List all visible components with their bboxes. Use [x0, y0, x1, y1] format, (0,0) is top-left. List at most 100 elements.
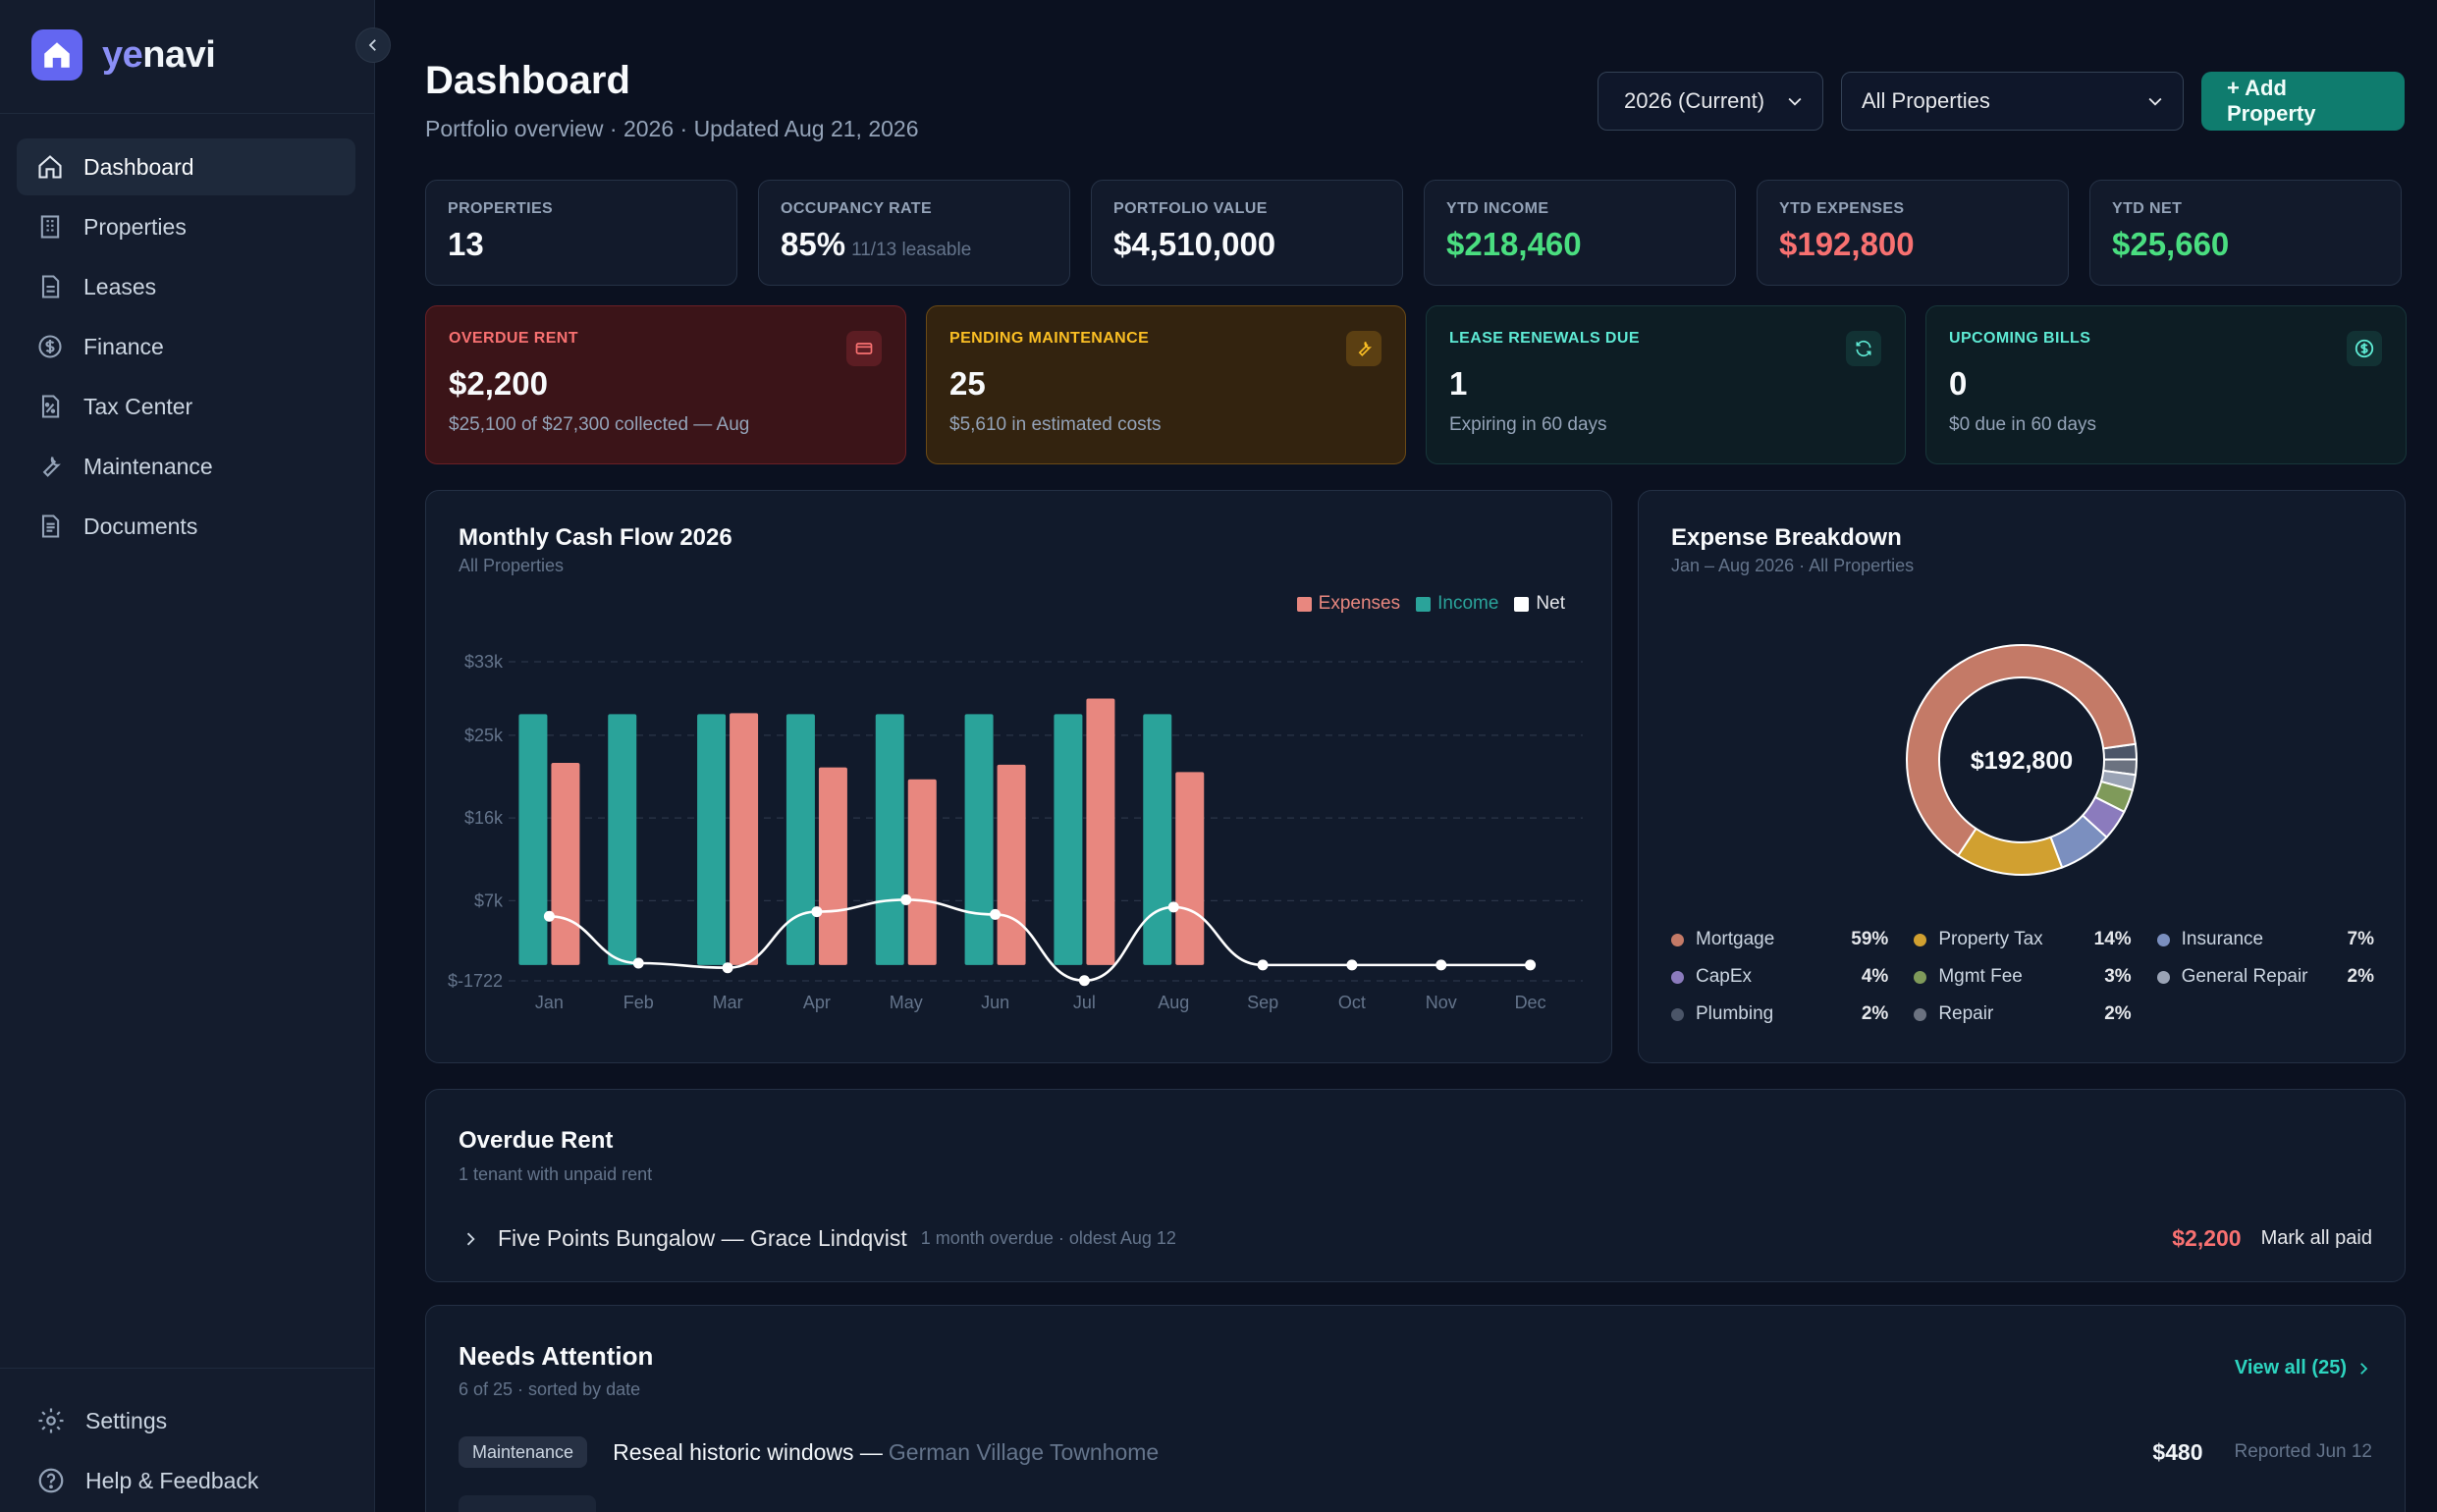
x-tick-label: May [890, 993, 923, 1012]
expense-breakdown-card: Expense Breakdown Jan – Aug 2026 · All P… [1638, 490, 2406, 1063]
chevron-down-icon [1788, 97, 1802, 106]
sidebar-divider [0, 1368, 374, 1369]
stat-label: PROPERTIES [448, 200, 554, 217]
year-select-value: 2026 (Current) [1624, 88, 1765, 113]
legend-dot [2156, 933, 2170, 946]
legend-item-income[interactable]: Income [1416, 593, 1498, 615]
alert-card-overdue-rent[interactable]: OVERDUE RENT $2,200 $25,100 of $27,300 c… [425, 305, 906, 464]
tag-partial [459, 1495, 596, 1512]
y-tick-label: $7k [474, 891, 504, 910]
income-bar [697, 714, 727, 965]
net-point [1346, 959, 1358, 971]
y-tick-label: $33k [464, 652, 504, 672]
expense-legend: Mortgage 59% Property Tax 14% Insurance 7% … [1671, 929, 2374, 1025]
dollar-circle-icon [2347, 331, 2382, 366]
legend-item-net[interactable]: Net [1514, 593, 1565, 615]
alert-card-pending-maintenance[interactable]: PENDING MAINTENANCE 25 $5,610 in estimat… [926, 305, 1406, 464]
dollar-circle-icon [38, 335, 62, 358]
alert-value: $2,200 [449, 365, 548, 402]
stat-card-ytd-income[interactable]: YTD INCOME $218,460 [1424, 180, 1736, 286]
overdue-title: Overdue Rent [459, 1127, 614, 1154]
sidebar-item-documents[interactable]: Documents [17, 498, 355, 555]
net-point [632, 957, 644, 969]
income-bar [1054, 714, 1083, 965]
legend-dot [1671, 970, 1684, 984]
cashflow-legend: Expenses Income Net [1296, 593, 1565, 615]
net-point [1525, 959, 1537, 971]
sidebar-item-leases[interactable]: Leases [17, 258, 355, 315]
mark-all-paid-button[interactable]: Mark all paid [2260, 1227, 2372, 1249]
expense-bar [818, 767, 847, 965]
x-tick-label: Feb [623, 993, 654, 1012]
sidebar-item-dashboard[interactable]: Dashboard [17, 138, 355, 195]
needs-attention-card: Needs Attention 6 of 25 · sorted by date… [425, 1305, 2406, 1512]
attention-row[interactable]: Maintenance Reseal historic windows — Ge… [459, 1436, 2372, 1468]
stat-card-portfolio-value[interactable]: PORTFOLIO VALUE $4,510,000 [1091, 180, 1403, 286]
legend-dot [1671, 1007, 1684, 1021]
attention-item-amount: $480 [2152, 1438, 2203, 1465]
page-title: Dashboard [425, 59, 630, 102]
view-all-link[interactable]: View all (25) [2235, 1357, 2372, 1379]
donut-slice-property-tax[interactable] [1956, 827, 2064, 876]
collapse-sidebar-button[interactable] [355, 27, 391, 63]
income-bar [964, 714, 994, 965]
legend-name: Mortgage [1696, 929, 1775, 949]
y-tick-label: $25k [464, 726, 504, 745]
sidebar-item-help[interactable]: Help & Feedback [17, 1452, 355, 1509]
legend-pct: 2% [1861, 1003, 1889, 1024]
stat-card-occupancy[interactable]: OCCUPANCY RATE 85% 11/13 leasable [758, 180, 1070, 286]
sidebar-nav: Dashboard Properties Leases Finance Tax … [17, 138, 355, 558]
credit-card-icon [846, 331, 882, 366]
stat-card-properties[interactable]: PROPERTIES 13 [425, 180, 737, 286]
property-select[interactable]: All Properties [1841, 72, 2184, 131]
alert-row: OVERDUE RENT $2,200 $25,100 of $27,300 c… [425, 305, 2407, 464]
sidebar-item-tax-center[interactable]: Tax Center [17, 378, 355, 435]
expense-bar [730, 713, 759, 965]
sidebar-item-properties[interactable]: Properties [17, 198, 355, 255]
attention-row-partial[interactable] [459, 1495, 2372, 1512]
expense-legend-item: Repair 2% [1914, 1003, 2132, 1025]
net-point [1167, 901, 1179, 913]
alert-label: LEASE RENEWALS DUE [1449, 330, 1640, 347]
sidebar-item-finance[interactable]: Finance [17, 318, 355, 375]
stat-label: YTD EXPENSES [1779, 200, 1905, 217]
alert-value: 1 [1449, 365, 1468, 402]
sidebar-item-settings[interactable]: Settings [17, 1392, 355, 1449]
chevron-right-icon[interactable] [460, 1229, 480, 1249]
file-icon [41, 275, 60, 298]
stat-value: $25,660 [2112, 226, 2230, 262]
add-property-button[interactable]: + Add Property [2201, 72, 2405, 131]
legend-swatch [1514, 596, 1530, 612]
alert-value: 25 [949, 365, 986, 402]
stat-value: 85% [781, 226, 846, 262]
attention-title: Needs Attention [459, 1341, 654, 1371]
sidebar-item-label: Dashboard [83, 153, 194, 180]
legend-name: Property Tax [1938, 929, 2043, 949]
expense-legend-item: CapEx 4% [1671, 966, 1888, 988]
income-bar [875, 714, 904, 965]
x-tick-label: Sep [1247, 993, 1278, 1012]
expense-bar [1175, 772, 1205, 965]
alert-card-lease-renewals[interactable]: LEASE RENEWALS DUE 1 Expiring in 60 days [1426, 305, 1906, 464]
net-point [1435, 959, 1447, 971]
sidebar-item-maintenance[interactable]: Maintenance [17, 438, 355, 495]
expense-legend-item: Mortgage 59% [1671, 929, 1888, 950]
alert-card-upcoming-bills[interactable]: UPCOMING BILLS 0 $0 due in 60 days [1925, 305, 2407, 464]
donut-slice-mortgage[interactable] [1906, 644, 2137, 857]
year-select[interactable]: 2026 (Current) [1598, 72, 1823, 131]
y-tick-label: $16k [464, 808, 504, 828]
legend-item-expenses[interactable]: Expenses [1296, 593, 1400, 615]
alert-label: OVERDUE RENT [449, 330, 578, 347]
stat-card-ytd-expenses[interactable]: YTD EXPENSES $192,800 [1757, 180, 2069, 286]
overdue-subtitle: 1 tenant with unpaid rent [459, 1164, 653, 1184]
stat-label: PORTFOLIO VALUE [1113, 200, 1268, 217]
stat-card-ytd-net[interactable]: YTD NET $25,660 [2089, 180, 2402, 286]
legend-swatch [1416, 596, 1432, 612]
net-point [990, 908, 1002, 920]
stat-value: 13 [448, 226, 484, 262]
legend-label: Net [1536, 593, 1565, 614]
view-all-label: View all (25) [2234, 1357, 2347, 1378]
overdue-row[interactable]: Five Points Bungalow — Grace Lindqvist 1… [459, 1225, 2372, 1252]
brand[interactable]: yenavi [31, 29, 216, 81]
legend-pct: 7% [2347, 929, 2374, 949]
